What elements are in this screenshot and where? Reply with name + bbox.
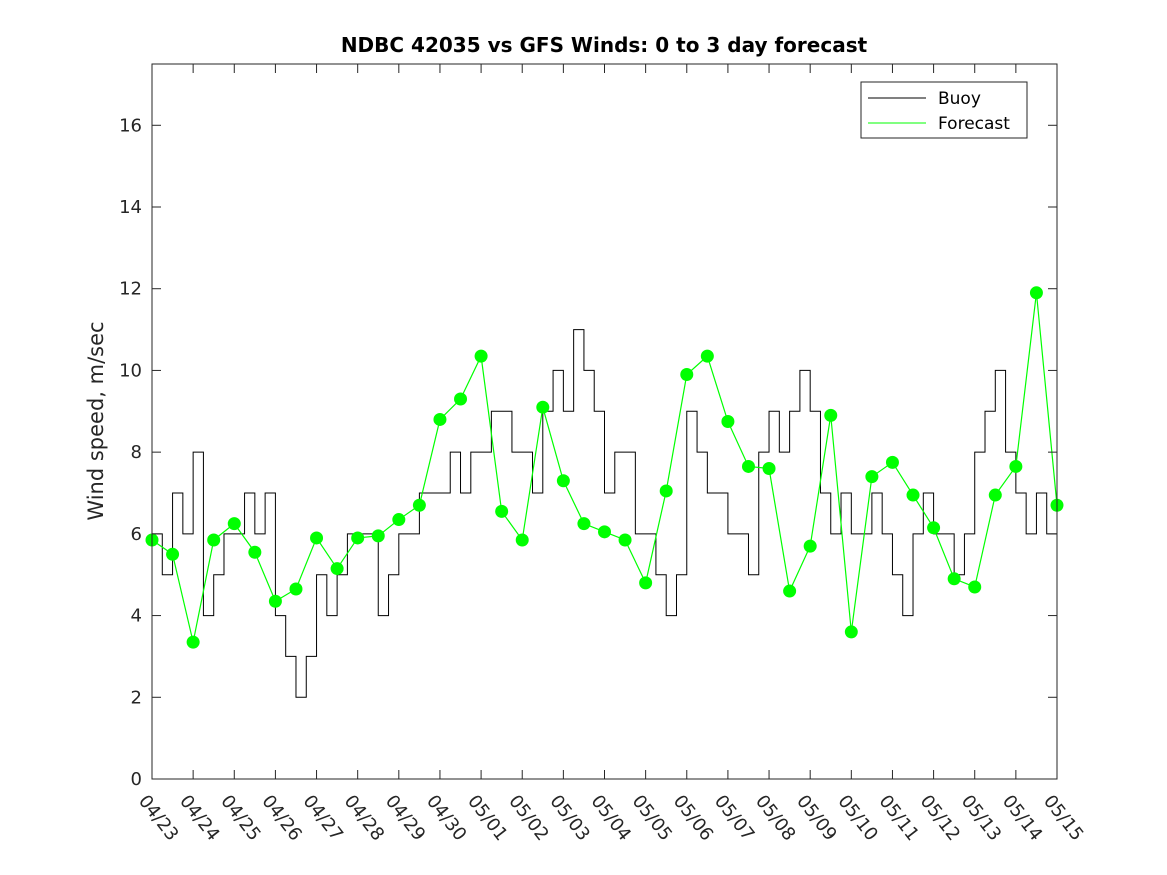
forecast-point (741, 459, 755, 473)
series-layer (145, 286, 1064, 698)
forecast-point (824, 408, 838, 422)
forecast-point (495, 504, 509, 518)
forecast-point (392, 513, 406, 527)
forecast-point (207, 533, 221, 547)
forecast-point (947, 572, 961, 586)
forecast-point (618, 533, 632, 547)
forecast-point (906, 488, 920, 502)
forecast-point (248, 545, 262, 559)
forecast-point (844, 625, 858, 639)
forecast-point (803, 539, 817, 553)
legend-buoy-label: Buoy (938, 89, 981, 109)
forecast-point (310, 531, 324, 545)
y-tick-label: 6 (131, 524, 142, 545)
forecast-point (454, 392, 468, 406)
forecast-point (515, 533, 529, 547)
forecast-point (474, 349, 488, 363)
legend: Buoy Forecast (860, 81, 1028, 139)
y-tick-label: 10 (119, 360, 142, 381)
legend-box (860, 81, 1028, 139)
forecast-point (968, 580, 982, 594)
y-tick-label: 12 (119, 279, 142, 300)
forecast-point (166, 547, 180, 561)
y-tick-label: 4 (131, 606, 142, 627)
forecast-point (700, 349, 714, 363)
forecast-point (289, 582, 303, 596)
y-tick-label: 0 (131, 769, 142, 790)
forecast-point (885, 455, 899, 469)
y-tick-label: 14 (119, 197, 142, 218)
forecast-point (351, 531, 365, 545)
forecast-point (330, 562, 344, 576)
forecast-point (783, 584, 797, 598)
forecast-point (721, 415, 735, 428)
forecast-point (762, 461, 776, 475)
forecast-point (433, 412, 447, 426)
forecast-point (412, 498, 426, 512)
buoy-series-line (152, 329, 1058, 698)
chart-title: NDBC 42035 vs GFS Winds: 0 to 3 day fore… (341, 33, 868, 57)
forecast-point (268, 594, 282, 608)
forecast-point (556, 474, 570, 488)
forecast-point (639, 576, 653, 590)
forecast-point (680, 368, 694, 382)
forecast-point (577, 517, 591, 531)
forecast-point (227, 517, 241, 531)
y-tick-label: 2 (131, 687, 142, 708)
forecast-point (186, 635, 200, 649)
legend-forecast-label: Forecast (938, 114, 1010, 134)
forecast-point (1009, 459, 1023, 473)
forecast-point (371, 529, 385, 543)
forecast-point (536, 400, 550, 414)
y-tick-label: 8 (131, 442, 142, 463)
forecast-point (1029, 286, 1043, 300)
y-axis-label: Wind speed, m/sec (84, 321, 108, 520)
forecast-point (598, 525, 611, 539)
forecast-point (927, 521, 941, 535)
forecast-point (988, 488, 1002, 502)
y-tick-label: 16 (119, 115, 142, 136)
forecast-point (659, 484, 673, 498)
forecast-point (865, 470, 879, 484)
